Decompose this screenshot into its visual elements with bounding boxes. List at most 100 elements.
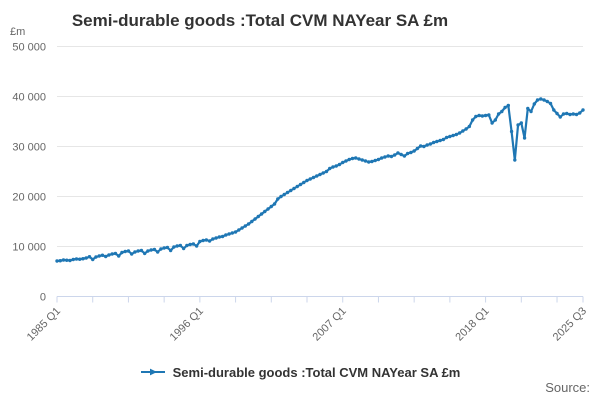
series-point[interactable] bbox=[328, 166, 332, 171]
series-point[interactable] bbox=[418, 144, 423, 148]
series-point[interactable] bbox=[341, 160, 345, 165]
series-point[interactable] bbox=[360, 158, 364, 162]
series-point[interactable] bbox=[71, 257, 75, 262]
series-point[interactable] bbox=[240, 226, 244, 230]
series-point[interactable] bbox=[269, 204, 273, 209]
series-point[interactable] bbox=[321, 171, 325, 175]
series-point[interactable] bbox=[425, 143, 429, 147]
series-point[interactable] bbox=[104, 254, 108, 259]
series-point[interactable] bbox=[256, 214, 261, 219]
series-point[interactable] bbox=[136, 249, 140, 253]
series-point[interactable] bbox=[113, 251, 118, 256]
series-point[interactable] bbox=[354, 156, 358, 160]
series-point[interactable] bbox=[100, 253, 105, 257]
series-point[interactable] bbox=[565, 111, 569, 116]
series-point[interactable] bbox=[185, 243, 189, 248]
series-point[interactable] bbox=[441, 137, 446, 142]
series-point[interactable] bbox=[506, 103, 511, 108]
series-point[interactable] bbox=[376, 157, 381, 162]
series-point[interactable] bbox=[367, 160, 371, 164]
series-point[interactable] bbox=[457, 131, 462, 135]
series-point[interactable] bbox=[139, 248, 144, 253]
series-point[interactable] bbox=[526, 106, 530, 111]
series-point[interactable] bbox=[370, 159, 374, 164]
series-point[interactable] bbox=[276, 197, 280, 201]
series-point[interactable] bbox=[318, 172, 322, 177]
series-point[interactable] bbox=[211, 237, 215, 241]
series-point[interactable] bbox=[431, 140, 436, 145]
series-point[interactable] bbox=[568, 112, 572, 117]
series-point[interactable] bbox=[250, 219, 254, 224]
series-point[interactable] bbox=[331, 165, 335, 169]
series-point[interactable] bbox=[415, 146, 420, 151]
series-point[interactable] bbox=[204, 238, 209, 242]
series-point[interactable] bbox=[74, 257, 79, 261]
series-point[interactable] bbox=[289, 188, 293, 193]
series-point[interactable] bbox=[298, 182, 303, 187]
series-point[interactable] bbox=[178, 243, 183, 248]
series-point[interactable] bbox=[162, 246, 166, 250]
series-point[interactable] bbox=[214, 236, 218, 240]
series-point[interactable] bbox=[578, 111, 582, 115]
series-point[interactable] bbox=[230, 231, 235, 235]
series-point[interactable] bbox=[513, 158, 517, 162]
series-point[interactable] bbox=[435, 139, 439, 144]
series-point[interactable] bbox=[324, 169, 329, 174]
series-point[interactable] bbox=[246, 222, 251, 226]
series-point[interactable] bbox=[58, 259, 62, 263]
series-point[interactable] bbox=[305, 178, 309, 183]
series-point[interactable] bbox=[201, 238, 205, 243]
series-point[interactable] bbox=[402, 154, 407, 158]
series-point[interactable] bbox=[571, 112, 575, 116]
series-line[interactable] bbox=[55, 97, 585, 263]
series-point[interactable] bbox=[545, 99, 549, 104]
series-point[interactable] bbox=[422, 144, 426, 149]
series-point[interactable] bbox=[581, 108, 585, 112]
series-point[interactable] bbox=[295, 184, 299, 189]
series-point[interactable] bbox=[279, 194, 283, 199]
series-point[interactable] bbox=[282, 192, 286, 197]
series-point[interactable] bbox=[68, 258, 72, 263]
series-point[interactable] bbox=[438, 138, 442, 143]
series-point[interactable] bbox=[188, 242, 192, 247]
series-point[interactable] bbox=[483, 113, 488, 118]
series-point[interactable] bbox=[253, 217, 257, 221]
series-point[interactable] bbox=[383, 155, 387, 159]
series-point[interactable] bbox=[454, 132, 459, 137]
series-point[interactable] bbox=[428, 142, 433, 146]
series-point[interactable] bbox=[146, 249, 150, 253]
series-point[interactable] bbox=[227, 232, 231, 236]
series-point[interactable] bbox=[152, 247, 157, 252]
series-point[interactable] bbox=[470, 118, 475, 122]
series-point[interactable] bbox=[263, 209, 267, 214]
series-point[interactable] bbox=[357, 157, 361, 161]
series-point[interactable] bbox=[78, 257, 82, 261]
series-point[interactable] bbox=[474, 114, 478, 119]
series-point[interactable] bbox=[266, 207, 270, 211]
series-point[interactable] bbox=[552, 108, 556, 112]
series-point[interactable] bbox=[207, 239, 212, 243]
series-point[interactable] bbox=[159, 247, 163, 251]
series-point[interactable] bbox=[529, 109, 533, 114]
series-point[interactable] bbox=[386, 154, 390, 158]
series-point[interactable] bbox=[172, 245, 176, 249]
series-point[interactable] bbox=[308, 177, 312, 181]
series-point[interactable] bbox=[451, 133, 455, 138]
series-point[interactable] bbox=[65, 258, 69, 262]
series-point[interactable] bbox=[532, 102, 536, 106]
series-point[interactable] bbox=[217, 235, 222, 239]
series-point[interactable] bbox=[259, 212, 264, 216]
series-point[interactable] bbox=[149, 248, 153, 252]
series-point[interactable] bbox=[444, 135, 449, 140]
series-point[interactable] bbox=[120, 250, 124, 255]
series-point[interactable] bbox=[399, 152, 403, 157]
series-point[interactable] bbox=[315, 174, 319, 178]
series-point[interactable] bbox=[243, 224, 248, 228]
series-point[interactable] bbox=[55, 259, 59, 263]
series-point[interactable] bbox=[548, 101, 553, 106]
series-point[interactable] bbox=[194, 244, 199, 248]
series-point[interactable] bbox=[220, 234, 225, 239]
series-point[interactable] bbox=[87, 255, 92, 259]
series-point[interactable] bbox=[574, 112, 579, 117]
series-point[interactable] bbox=[490, 121, 494, 125]
